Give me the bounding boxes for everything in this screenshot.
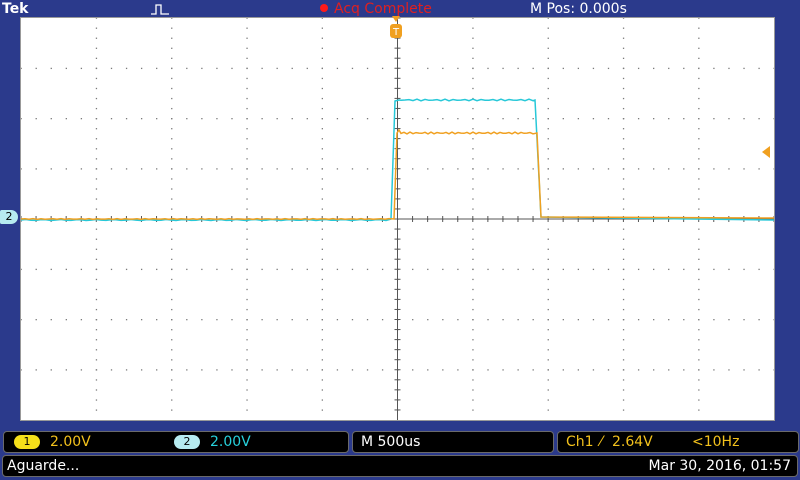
waveform-display[interactable] (20, 17, 775, 421)
status-message: Aguarde... (7, 458, 80, 474)
timebase-readout: M 500us (361, 434, 421, 450)
ch2-ground-marker[interactable]: 2 (0, 210, 18, 224)
brand-logo: Tek (2, 1, 29, 17)
status-dot-icon (320, 4, 328, 12)
svg-text:T: T (392, 27, 400, 38)
ch1-scale: 2.00V (50, 434, 91, 450)
ch1-badge[interactable]: 1 (14, 435, 40, 449)
ch1-trace (21, 128, 774, 221)
timebase-panel[interactable]: M 500us (352, 431, 554, 453)
ch2-badge[interactable]: 2 (174, 435, 200, 449)
rising-edge-icon: ⁄ (600, 434, 603, 450)
ch2-trace (21, 98, 774, 222)
pulse-shape-icon (151, 4, 169, 15)
trigger-level-arrow-icon[interactable] (760, 145, 772, 159)
trigger-panel[interactable]: Ch1 ⁄ 2.64V <10Hz (557, 431, 799, 453)
trigger-position-marker-icon[interactable]: T (389, 16, 403, 40)
trigger-source: Ch1 (566, 434, 594, 450)
message-bar: Aguarde... Mar 30, 2016, 01:57 (2, 455, 798, 477)
waveform-traces (21, 98, 774, 222)
horizontal-position-readout: M Pos: 0.000s (530, 1, 627, 17)
ch2-scale: 2.00V (210, 434, 251, 450)
trigger-frequency: <10Hz (692, 434, 740, 450)
status-bar: Tek Acq Complete M Pos: 0.000s (2, 1, 627, 17)
date-time: Mar 30, 2016, 01:57 (648, 458, 791, 474)
trigger-level: 2.64V (612, 434, 653, 450)
channel-scale-panel[interactable]: 1 2.00V 2 2.00V (3, 431, 349, 453)
